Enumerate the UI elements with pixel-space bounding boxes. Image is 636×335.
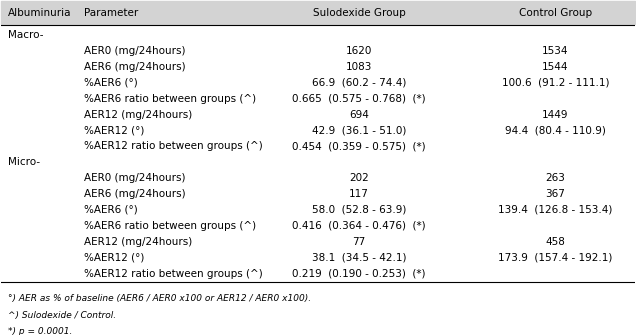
- Text: %AER12 ratio between groups (^): %AER12 ratio between groups (^): [84, 269, 263, 279]
- Text: %AER6 ratio between groups (^): %AER6 ratio between groups (^): [84, 94, 256, 104]
- Text: %AER12 (°): %AER12 (°): [84, 126, 144, 135]
- Text: 66.9  (60.2 - 74.4): 66.9 (60.2 - 74.4): [312, 78, 406, 88]
- Text: 1620: 1620: [346, 46, 372, 56]
- Text: 0.416  (0.364 - 0.476)  (*): 0.416 (0.364 - 0.476) (*): [293, 221, 426, 231]
- Text: AER6 (mg/24hours): AER6 (mg/24hours): [84, 189, 185, 199]
- Text: Macro-: Macro-: [8, 30, 43, 40]
- Text: Micro-: Micro-: [8, 157, 40, 167]
- Text: 94.4  (80.4 - 110.9): 94.4 (80.4 - 110.9): [505, 126, 606, 135]
- Text: 694: 694: [349, 110, 369, 120]
- Text: 0.219  (0.190 - 0.253)  (*): 0.219 (0.190 - 0.253) (*): [293, 269, 426, 279]
- Text: 0.454  (0.359 - 0.575)  (*): 0.454 (0.359 - 0.575) (*): [293, 141, 426, 151]
- Text: %AER6 ratio between groups (^): %AER6 ratio between groups (^): [84, 221, 256, 231]
- Text: AER12 (mg/24hours): AER12 (mg/24hours): [84, 110, 192, 120]
- Text: °) AER as % of baseline (AER6 / AER0 x100 or AER12 / AER0 x100).: °) AER as % of baseline (AER6 / AER0 x10…: [8, 294, 311, 303]
- Text: 100.6  (91.2 - 111.1): 100.6 (91.2 - 111.1): [502, 78, 609, 88]
- Text: AER0 (mg/24hours): AER0 (mg/24hours): [84, 46, 185, 56]
- Text: Sulodexide Group: Sulodexide Group: [313, 8, 406, 18]
- Text: 77: 77: [352, 237, 366, 247]
- Text: 202: 202: [349, 173, 369, 183]
- Text: 117: 117: [349, 189, 369, 199]
- Text: AER12 (mg/24hours): AER12 (mg/24hours): [84, 237, 192, 247]
- Text: 1449: 1449: [543, 110, 569, 120]
- Text: Albuminuria: Albuminuria: [8, 8, 71, 18]
- Text: %AER12 (°): %AER12 (°): [84, 253, 144, 263]
- Text: %AER6 (°): %AER6 (°): [84, 78, 137, 88]
- Text: 173.9  (157.4 - 192.1): 173.9 (157.4 - 192.1): [498, 253, 612, 263]
- Text: AER6 (mg/24hours): AER6 (mg/24hours): [84, 62, 185, 72]
- Text: 58.0  (52.8 - 63.9): 58.0 (52.8 - 63.9): [312, 205, 406, 215]
- Text: *) p = 0.0001.: *) p = 0.0001.: [8, 327, 72, 335]
- Text: Parameter: Parameter: [84, 8, 138, 18]
- Text: 0.665  (0.575 - 0.768)  (*): 0.665 (0.575 - 0.768) (*): [293, 94, 426, 104]
- Text: 1544: 1544: [543, 62, 569, 72]
- Text: 38.1  (34.5 - 42.1): 38.1 (34.5 - 42.1): [312, 253, 406, 263]
- Text: 367: 367: [546, 189, 565, 199]
- Text: %AER6 (°): %AER6 (°): [84, 205, 137, 215]
- Text: %AER12 ratio between groups (^): %AER12 ratio between groups (^): [84, 141, 263, 151]
- Text: 42.9  (36.1 - 51.0): 42.9 (36.1 - 51.0): [312, 126, 406, 135]
- Text: 1083: 1083: [346, 62, 372, 72]
- Text: 263: 263: [546, 173, 565, 183]
- Text: ^) Sulodexide / Control.: ^) Sulodexide / Control.: [8, 311, 116, 320]
- Text: 458: 458: [546, 237, 565, 247]
- Text: 139.4  (126.8 - 153.4): 139.4 (126.8 - 153.4): [498, 205, 612, 215]
- Text: AER0 (mg/24hours): AER0 (mg/24hours): [84, 173, 185, 183]
- Text: Control Group: Control Group: [519, 8, 592, 18]
- Text: 1534: 1534: [543, 46, 569, 56]
- Bar: [1, 1, 635, 24]
